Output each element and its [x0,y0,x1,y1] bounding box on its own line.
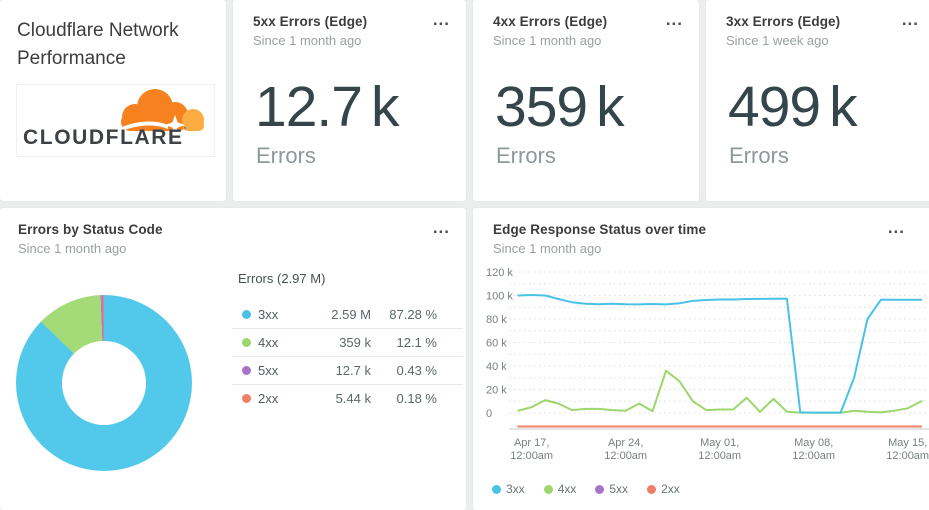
cloudflare-logo: CLOUDFLARE’ [16,84,215,157]
card-title-4xx: 4xx Errors (Edge) [493,14,608,29]
row-label: 2xx [258,391,279,406]
card-subtitle-5xx: Since 1 month ago [253,33,362,48]
legend-item-5xx[interactable]: 5xx [595,482,628,496]
cloudflare-cloud-icon [121,89,204,133]
table-row-4xx: 4xx 359 k 12.1 % [232,328,463,356]
card-menu-button[interactable]: ... [665,10,683,29]
table-row-2xx: 2xx 5.44 k 0.18 % [232,384,463,412]
card-subtitle-edge-response: Since 1 month ago [493,241,602,256]
edge-response-card: Edge Response Status over time Since 1 m… [473,208,929,510]
card-title-errors-by-status: Errors by Status Code [18,222,163,237]
card-subtitle-errors-by-status: Since 1 month ago [18,241,127,256]
stat-card-3xx: 3xx Errors (Edge) Since 1 week ago ... 4… [706,0,929,201]
5xx-color-dot [242,366,251,375]
line-chart-legend: 3xx 4xx 5xx 2xx [492,482,680,496]
card-menu-button[interactable]: ... [432,218,450,237]
cloudflare-wordmark: CLOUDFLARE’ [23,126,189,149]
x-axis-label: May 15, 12:00am [886,437,929,462]
y-axis-label: 0 [486,408,492,420]
x-axis-label: May 01, 12:00am [698,437,741,462]
row-label: 3xx [258,306,279,322]
series-line-4xx [517,369,923,414]
stat-card-5xx: 5xx Errors (Edge) Since 1 month ago ... … [233,0,466,201]
stat-label-3xx: Errors [729,143,789,168]
row-label: 4xx [258,335,279,350]
y-axis-label: 100 k [486,291,513,303]
legend-label: 2xx [661,482,680,496]
errors-by-status-card: Errors by Status Code Since 1 month ago … [0,208,466,510]
x-axis-label: Apr 17, 12:00am [510,437,553,462]
row-value: 12.7 k [335,363,371,378]
errors-table-header: Errors (2.97 M) [238,271,326,286]
card-title-3xx: 3xx Errors (Edge) [726,14,841,29]
row-percent: 87.28 % [389,306,437,322]
y-axis-label: 80 k [486,314,507,326]
stat-label-5xx: Errors [256,143,316,168]
errors-table: Errors (2.97 M) 3xx 2.59 M 87.28 % 4xx 3… [232,271,463,412]
x-axis-label: Apr 24, 12:00am [604,437,647,462]
card-subtitle-4xx: Since 1 month ago [493,33,602,48]
5xx-legend-dot [595,484,605,494]
legend-item-2xx[interactable]: 2xx [647,482,680,496]
row-value: 2.59 M [331,306,371,322]
card-menu-button[interactable]: ... [432,10,450,29]
series-line-3xx [517,294,923,414]
card-title-5xx: 5xx Errors (Edge) [253,14,368,29]
2xx-color-dot [242,394,251,403]
4xx-legend-dot [543,484,553,494]
card-menu-button[interactable]: ... [887,218,905,237]
legend-label: 4xx [557,482,577,496]
row-percent: 0.43 % [396,363,437,378]
row-percent: 0.18 % [396,391,437,406]
row-percent: 12.1 % [396,335,437,350]
legend-item-4xx[interactable]: 4xx [543,482,577,496]
legend-label: 3xx [506,482,525,496]
stat-value-5xx: 12.7 k [255,75,400,139]
donut-hole [62,341,146,425]
row-label: 5xx [258,363,279,378]
x-axis-label: May 08, 12:00am [792,437,835,462]
card-menu-button[interactable]: ... [901,10,919,29]
legend-item-3xx[interactable]: 3xx [492,482,525,496]
3xx-color-dot [242,309,251,319]
y-axis-label: 120 k [486,267,513,279]
y-axis-label: 60 k [486,338,507,350]
table-row-5xx: 5xx 12.7 k 0.43 % [232,356,463,384]
card-title-edge-response: Edge Response Status over time [493,222,707,237]
row-value: 5.44 k [335,391,371,406]
legend-label: 5xx [609,482,629,496]
dashboard-title-card: Cloudflare Network Performance CLOUDFLAR… [0,0,226,201]
2xx-legend-dot [647,484,657,494]
row-value: 359 k [339,335,371,350]
4xx-color-dot [242,338,251,347]
stat-value-3xx: 499 k [728,75,858,139]
stat-value-4xx: 359 k [495,75,625,139]
table-row-3xx: 3xx 2.59 M 87.28 % [232,300,463,328]
card-subtitle-3xx: Since 1 week ago [726,33,829,48]
y-axis-label: 40 k [486,361,507,373]
y-axis-label: 20 k [486,385,507,397]
stat-label-4xx: Errors [496,143,556,168]
edge-response-line-chart: 0 20 k 40 k 60 k 80 k 100 k 120 k Apr 17, 12:00a… [486,267,929,462]
dashboard-title: Cloudflare Network Performance [17,20,179,69]
3xx-legend-dot [492,484,501,494]
status-code-donut-chart [16,295,192,471]
stat-card-4xx: 4xx Errors (Edge) Since 1 month ago ... … [473,0,699,201]
